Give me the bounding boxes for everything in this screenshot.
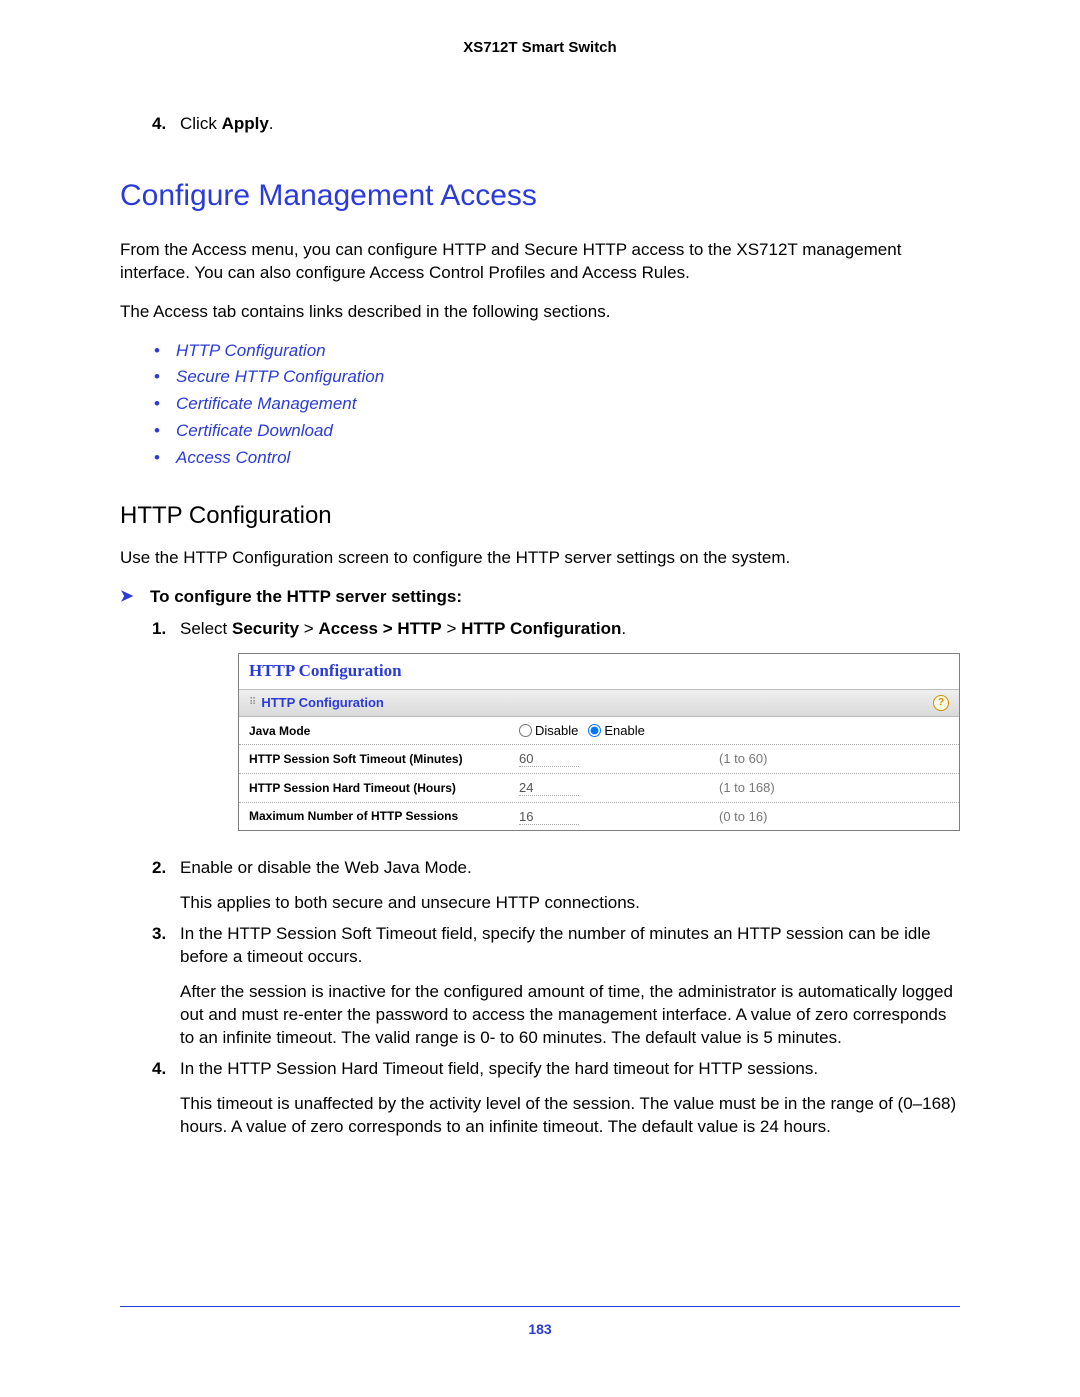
nav-path: HTTP Configuration xyxy=(461,619,621,638)
radio-label: Disable xyxy=(535,722,578,740)
intro-paragraph: From the Access menu, you can configure … xyxy=(120,239,960,285)
apply-label: Apply xyxy=(222,114,269,133)
config-row-java-mode: Java Mode Disable Enable xyxy=(239,717,959,746)
step-text: > xyxy=(299,619,318,638)
step-4-top: 4. Click Apply. xyxy=(152,113,960,136)
panel-title: HTTP Configuration xyxy=(239,654,959,689)
config-hint: (1 to 168) xyxy=(719,779,775,797)
config-row-max-sessions: Maximum Number of HTTP Sessions (0 to 16… xyxy=(239,803,959,831)
step-text: . xyxy=(269,114,274,133)
section-heading-h1: Configure Management Access xyxy=(120,176,960,217)
config-label: Java Mode xyxy=(249,723,519,739)
step-text: After the session is inactive for the co… xyxy=(180,981,960,1050)
step-text: > xyxy=(442,619,461,638)
step-text: In the HTTP Session Hard Timeout field, … xyxy=(180,1058,960,1081)
step-number: 1. xyxy=(152,618,180,849)
step-text: . xyxy=(621,619,626,638)
panel-sub-header: ⠿ HTTP Configuration ? xyxy=(239,689,959,717)
nav-path: Access > HTTP xyxy=(318,619,441,638)
step-3: 3. In the HTTP Session Soft Timeout fiel… xyxy=(152,923,960,1050)
radio-disable-input[interactable] xyxy=(519,724,532,737)
http-configuration-panel: HTTP Configuration ⠿ HTTP Configuration … xyxy=(238,653,960,831)
radio-label: Enable xyxy=(604,722,644,740)
section-link-list: HTTP Configuration Secure HTTP Configura… xyxy=(154,340,960,471)
step-number: 2. xyxy=(152,857,180,915)
page-header: XS712T Smart Switch xyxy=(120,38,960,58)
step-number: 4. xyxy=(152,1058,180,1139)
step-text: Click xyxy=(180,114,222,133)
step-text: In the HTTP Session Soft Timeout field, … xyxy=(180,923,960,969)
h2-intro: Use the HTTP Configuration screen to con… xyxy=(120,547,960,570)
config-hint: (0 to 16) xyxy=(719,808,767,826)
step-2: 2. Enable or disable the Web Java Mode. … xyxy=(152,857,960,915)
help-icon[interactable]: ? xyxy=(933,695,949,711)
step-text: This timeout is unaffected by the activi… xyxy=(180,1093,960,1139)
config-hint: (1 to 60) xyxy=(719,750,767,768)
link-access-control[interactable]: Access Control xyxy=(154,447,960,470)
config-row-soft-timeout: HTTP Session Soft Timeout (Minutes) (1 t… xyxy=(239,745,959,774)
procedure-heading: ➤ To configure the HTTP server settings: xyxy=(120,586,960,609)
link-certificate-download[interactable]: Certificate Download xyxy=(154,420,960,443)
hard-timeout-input[interactable] xyxy=(519,780,579,796)
max-sessions-input[interactable] xyxy=(519,809,579,825)
config-label: Maximum Number of HTTP Sessions xyxy=(249,808,519,824)
link-http-configuration[interactable]: HTTP Configuration xyxy=(154,340,960,363)
step-text: Select xyxy=(180,619,232,638)
config-label: HTTP Session Soft Timeout (Minutes) xyxy=(249,751,519,767)
arrow-icon: ➤ xyxy=(120,586,150,609)
procedure-title: To configure the HTTP server settings: xyxy=(150,586,462,609)
config-row-hard-timeout: HTTP Session Hard Timeout (Hours) (1 to … xyxy=(239,774,959,803)
step-text: This applies to both secure and unsecure… xyxy=(180,892,960,915)
step-1: 1. Select Security > Access > HTTP > HTT… xyxy=(152,618,960,849)
step-number: 4. xyxy=(152,113,180,136)
section-heading-h2: HTTP Configuration xyxy=(120,500,960,532)
link-certificate-management[interactable]: Certificate Management xyxy=(154,393,960,416)
config-label: HTTP Session Hard Timeout (Hours) xyxy=(249,780,519,796)
footer-rule xyxy=(120,1306,960,1307)
intro-paragraph: The Access tab contains links described … xyxy=(120,301,960,324)
link-secure-http-configuration[interactable]: Secure HTTP Configuration xyxy=(154,366,960,389)
radio-enable[interactable]: Enable xyxy=(588,722,644,740)
soft-timeout-input[interactable] xyxy=(519,751,579,767)
step-number: 3. xyxy=(152,923,180,1050)
sub-header-title: HTTP Configuration xyxy=(261,694,384,712)
drag-handle-icon: ⠿ xyxy=(249,696,255,710)
page-number: 183 xyxy=(0,1320,1080,1339)
radio-enable-input[interactable] xyxy=(588,724,601,737)
step-4: 4. In the HTTP Session Hard Timeout fiel… xyxy=(152,1058,960,1139)
nav-path: Security xyxy=(232,619,299,638)
step-text: Enable or disable the Web Java Mode. xyxy=(180,857,960,880)
radio-disable[interactable]: Disable xyxy=(519,722,578,740)
